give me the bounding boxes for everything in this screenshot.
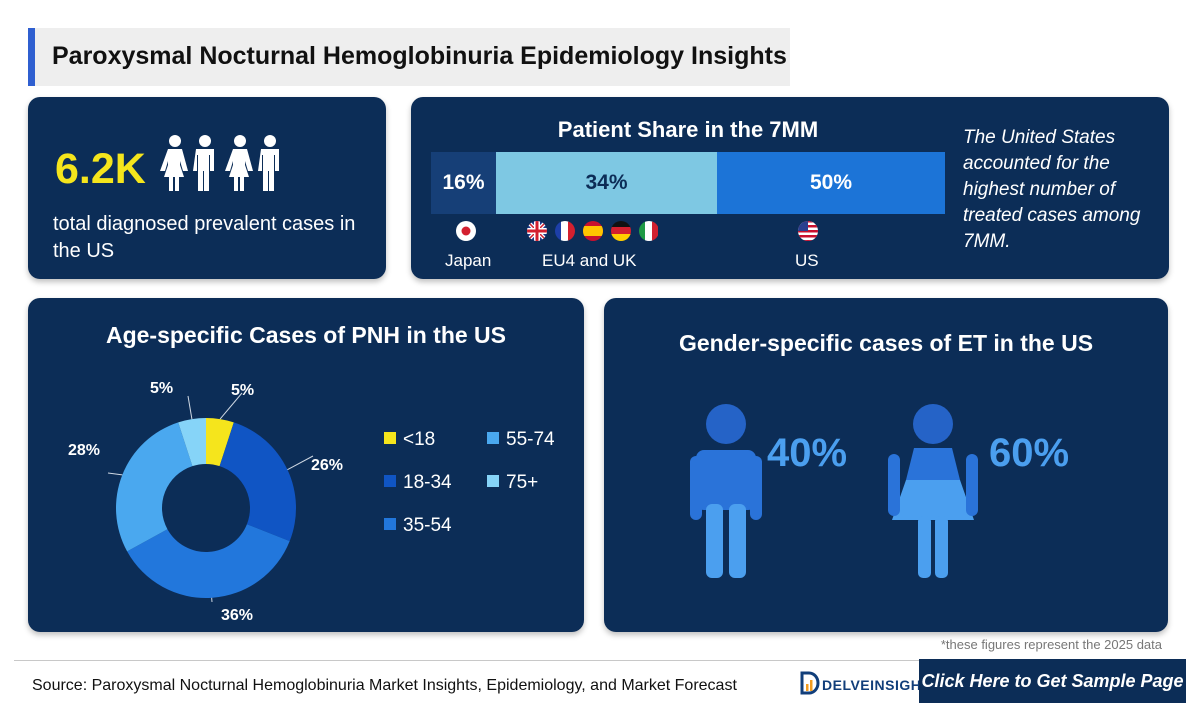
male-figure-icon	[690, 404, 762, 578]
female-percent: 60%	[989, 431, 1070, 475]
sample-page-button[interactable]: Click Here to Get Sample Page	[919, 659, 1186, 703]
donut-slice-55-74	[116, 422, 193, 552]
region-label-us: US	[795, 251, 819, 270]
legend-label: 18-34	[403, 472, 452, 493]
eu4-uk-flags-icon	[527, 221, 658, 241]
leader-line	[187, 395, 193, 420]
people-icon	[160, 135, 279, 191]
age-donut-chart: 5% 26% 36% 28% 5%	[68, 380, 343, 624]
donut-data-label: 5%	[150, 380, 173, 397]
age-chart-title: Age-specific Cases of PNH in the US	[105, 322, 507, 348]
legend-swatch	[487, 432, 499, 444]
gender-chart-card: Gender-specific cases of ET in the US 40…	[604, 298, 1168, 632]
donut-data-label: 26%	[311, 457, 343, 474]
leader-line	[219, 392, 243, 420]
age-chart-card: Age-specific Cases of PNH in the US 5% 26…	[28, 298, 584, 632]
leader-line	[287, 455, 314, 471]
brand-name: DELVEINSIGHT	[822, 677, 931, 693]
donut-slice--18	[206, 418, 234, 467]
delveinsight-logo-icon	[800, 671, 820, 695]
legend-item-35-54: 35-54	[384, 515, 452, 537]
legend-swatch	[384, 518, 396, 530]
legend-label: 75+	[506, 472, 539, 493]
legend-item-75-plus: 75+	[487, 472, 538, 494]
legend-item-under-18: <18	[384, 429, 435, 451]
leader-line	[107, 472, 123, 476]
region-label-eu4-uk: EU4 and UK	[542, 251, 637, 270]
legend-label: 35-54	[403, 515, 452, 536]
source-text: Source: Paroxysmal Nocturnal Hemoglobinu…	[32, 677, 737, 694]
donut-slice-35-54	[127, 524, 290, 598]
prevalence-card: 6.2K total diagnosed prevalent cases in …	[28, 97, 386, 279]
patient-share-card: Patient Share in the 7MM 16% 34% 50%	[411, 97, 1169, 279]
donut-slice-18-34	[219, 422, 296, 542]
region-label-japan: Japan	[445, 251, 492, 270]
prevalence-value: 6.2K	[55, 145, 146, 193]
page-title: Paroxysmal Nocturnal Hemoglobinuria Epid…	[52, 42, 787, 70]
donut-data-label: 28%	[68, 442, 100, 459]
legend-label: <18	[403, 429, 436, 450]
prevalence-description: total diagnosed prevalent cases in the U…	[53, 213, 356, 262]
gender-chart-title: Gender-specific cases of ET in the US	[678, 330, 1094, 356]
legend-swatch	[384, 475, 396, 487]
footer-divider	[14, 660, 919, 661]
title-accent-bar	[28, 28, 35, 86]
legend-swatch	[487, 475, 499, 487]
female-figure-icon	[888, 404, 978, 578]
patient-share-title: Patient Share in the 7MM	[557, 117, 819, 142]
japan-flag-icon	[456, 221, 476, 241]
donut-slice-75-	[178, 418, 206, 467]
male-percent: 40%	[767, 431, 848, 475]
legend-item-55-74: 55-74	[487, 429, 555, 451]
title-banner: Paroxysmal Nocturnal Hemoglobinuria Epid…	[28, 28, 790, 86]
share-segment-us: 50%	[717, 152, 945, 214]
patient-share-note: The United States accounted for the high…	[963, 127, 1141, 252]
us-flag-icon	[798, 221, 818, 241]
data-year-footnote: *these figures represent the 2025 data	[940, 637, 1162, 652]
donut-data-label: 5%	[231, 382, 254, 399]
share-segment-eu4-uk: 34%	[496, 152, 717, 214]
legend-label: 55-74	[506, 429, 555, 450]
legend-item-18-34: 18-34	[384, 472, 452, 494]
share-segment-japan: 16%	[431, 152, 496, 214]
donut-data-label: 36%	[221, 607, 253, 624]
legend-swatch	[384, 432, 396, 444]
